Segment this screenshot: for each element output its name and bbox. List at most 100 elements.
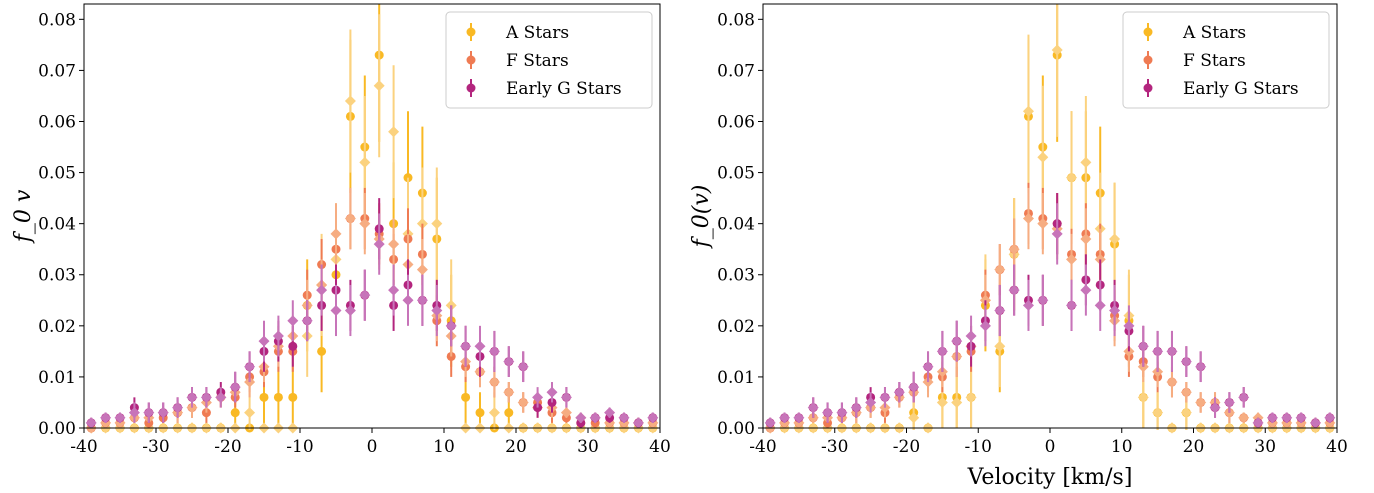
legend-marker (466, 55, 476, 65)
data-point-diamond (1094, 299, 1106, 311)
data-point-diamond (836, 407, 848, 419)
data-point-diamond (359, 218, 371, 230)
y-tick-label: 0.08 (38, 10, 76, 30)
data-point-diamond (1166, 376, 1178, 388)
data-point-diamond (965, 330, 977, 342)
y-tick-label: 0.01 (38, 368, 76, 388)
data-point-diamond (445, 320, 457, 332)
data-point-diamond (301, 315, 313, 327)
y-tick-label: 0.07 (717, 61, 755, 81)
data-point (461, 392, 471, 402)
data-point-diamond (1109, 305, 1121, 317)
data-point-diamond (807, 402, 819, 414)
x-tick-label: 30 (577, 437, 599, 457)
x-tick-label: 40 (649, 437, 671, 457)
y-tick-label: 0.06 (38, 112, 76, 132)
data-point-diamond (908, 381, 920, 393)
data-point-diamond (1223, 396, 1235, 408)
data-point-diamond (143, 407, 155, 419)
data-point-diamond (994, 340, 1006, 352)
data-point-diamond (604, 407, 616, 419)
data-point-diamond (1166, 345, 1178, 357)
legend-marker (466, 27, 476, 37)
data-point-diamond (1109, 233, 1121, 245)
data-point (288, 341, 298, 351)
legend-marker (1143, 55, 1153, 65)
data-point-diamond (244, 361, 256, 373)
data-point-diamond (330, 305, 342, 317)
data-point-diamond (1066, 253, 1078, 265)
legend-label: F Stars (506, 51, 569, 71)
data-point-diamond (229, 381, 241, 393)
data-point-diamond (1137, 391, 1149, 403)
x-axis-label: Velocity [km/s] (967, 465, 1133, 490)
series-a-stars-alt- (764, 4, 1336, 434)
y-tick-label: 0.04 (38, 215, 76, 235)
y-tick-label: 0.00 (38, 419, 76, 439)
data-point-diamond (793, 412, 805, 424)
data-point-diamond (1180, 356, 1192, 368)
data-point-diamond (1123, 320, 1135, 332)
data-point-diamond (779, 412, 791, 424)
right-chart-panel: -40 -30 -20 -10 0 10 20 30 40 0.00 0.01 0.02 0.03 0.0… (689, 3, 1348, 490)
data-point-diamond (1152, 407, 1164, 419)
data-point-diamond (1080, 284, 1092, 296)
y-tick-label: 0.08 (717, 10, 755, 30)
data-point-diamond (330, 228, 342, 240)
data-point-diamond (1037, 151, 1049, 163)
y-tick-label: 0.03 (38, 266, 76, 286)
y-tick-label: 0.05 (38, 164, 76, 184)
data-point-diamond (503, 386, 515, 398)
data-point-diamond (850, 402, 862, 414)
y-tick-label: 0.07 (38, 61, 76, 81)
data-point-diamond (1209, 402, 1221, 414)
left-chart-panel: -40 -30 -20 -10 0 10 20 30 40 0.00 0.01 0.02 0.03 0.0… (11, 3, 671, 457)
data-point-diamond (388, 238, 400, 250)
data-point-diamond (647, 412, 659, 424)
y-tick-label: 0.00 (717, 419, 755, 439)
data-point-diamond (951, 335, 963, 347)
data-point-diamond (865, 396, 877, 408)
data-point-diamond (157, 407, 169, 419)
data-point-diamond (1008, 243, 1020, 255)
data-point-diamond (1180, 386, 1192, 398)
data-point-diamond (1022, 213, 1034, 225)
data-point-diamond (879, 391, 891, 403)
y-tick-label: 0.04 (717, 215, 755, 235)
data-point-diamond (560, 391, 572, 403)
data-point-diamond (1080, 156, 1092, 168)
data-point-diamond (344, 95, 356, 107)
y-tick-label: 0.03 (717, 266, 755, 286)
series-early-g-stars (86, 198, 658, 428)
data-point-diamond (114, 412, 126, 424)
data-point-diamond (1266, 412, 1278, 424)
legend-marker (1143, 27, 1153, 37)
data-point-diamond (344, 305, 356, 317)
x-tick-label: 40 (1326, 437, 1348, 457)
data-point-diamond (546, 386, 558, 398)
data-point-diamond (560, 407, 572, 419)
data-point-diamond (503, 356, 515, 368)
data-point-diamond (172, 402, 184, 414)
data-point-diamond (215, 391, 227, 403)
data-point-diamond (488, 376, 500, 388)
series-early-g-stars-alt- (85, 213, 659, 429)
data-point-diamond (1309, 417, 1321, 429)
x-tick-label: -30 (821, 437, 848, 457)
data-point-diamond (431, 305, 443, 317)
data-point-diamond (388, 284, 400, 296)
y-tick-label: 0.05 (717, 164, 755, 184)
data-point-diamond (994, 264, 1006, 276)
data-point-diamond (1238, 391, 1250, 403)
data-point (230, 408, 240, 418)
data-point-diamond (359, 156, 371, 168)
data-point-diamond (1008, 284, 1020, 296)
data-point-diamond (936, 345, 948, 357)
legend-marker (466, 83, 476, 93)
x-tick-label: 20 (505, 437, 527, 457)
data-point-diamond (517, 396, 529, 408)
data-point-diamond (416, 294, 428, 306)
y-tick-label: 0.02 (717, 317, 755, 337)
data-point-diamond (618, 412, 630, 424)
